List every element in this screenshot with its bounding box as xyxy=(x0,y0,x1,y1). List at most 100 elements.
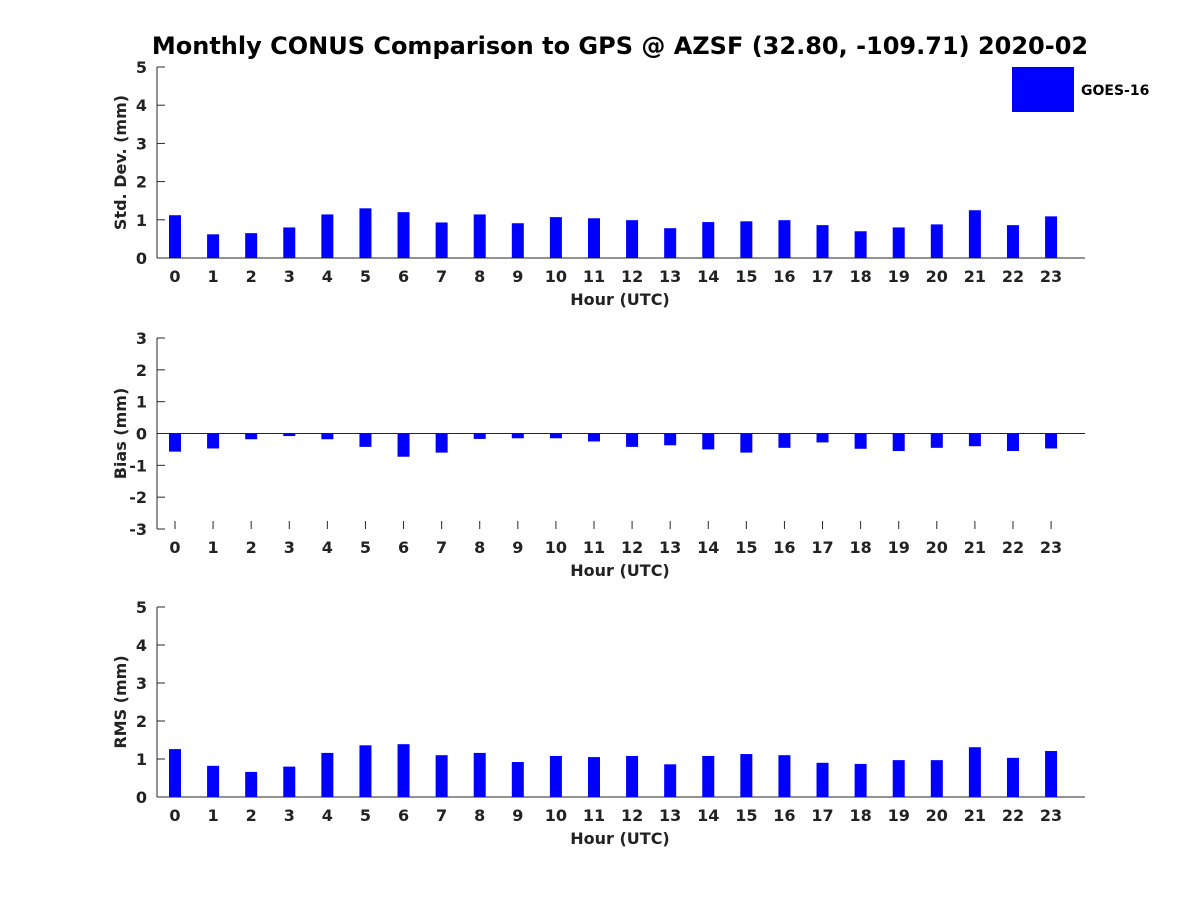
bar-rms-hour-0 xyxy=(169,749,181,797)
x-tick-label: 12 xyxy=(621,538,643,557)
y-tick-label: -1 xyxy=(129,456,147,475)
x-tick-label: 0 xyxy=(169,538,180,557)
bar-stddev-hour-8 xyxy=(473,214,486,258)
x-tick-label: 15 xyxy=(735,806,757,825)
x-tick-label: 18 xyxy=(849,267,871,286)
x-tick-label: 7 xyxy=(436,806,447,825)
x-tick-label: 3 xyxy=(284,267,295,286)
y-axis-label: RMS (mm) xyxy=(111,655,130,748)
x-tick-label: 11 xyxy=(583,538,605,557)
x-tick-label: 18 xyxy=(849,538,871,557)
x-tick-label: 21 xyxy=(964,806,986,825)
y-tick-label: 2 xyxy=(136,173,147,192)
x-tick-label: 17 xyxy=(811,806,833,825)
y-tick-label: 0 xyxy=(136,425,147,444)
x-tick-label: 11 xyxy=(583,806,605,825)
bar-stddev-hour-20 xyxy=(930,224,943,258)
bar-stddev-hour-18 xyxy=(854,231,867,258)
y-tick-label: 3 xyxy=(136,134,147,153)
bar-rms-hour-3 xyxy=(283,766,296,797)
bar-rms-hour-19 xyxy=(892,760,905,797)
bar-stddev-hour-17 xyxy=(816,225,829,258)
y-tick-label: 5 xyxy=(136,58,147,77)
bar-bias-hour-18 xyxy=(854,433,867,449)
legend-swatch-goes16 xyxy=(1012,67,1074,112)
x-tick-label: 9 xyxy=(512,538,523,557)
bar-rms-hour-20 xyxy=(930,760,943,797)
x-tick-label: 17 xyxy=(811,267,833,286)
bar-rms-hour-8 xyxy=(473,752,486,797)
bar-bias-hour-14 xyxy=(702,433,715,450)
bar-stddev-hour-2 xyxy=(245,233,258,258)
x-tick-label: 5 xyxy=(360,538,371,557)
y-axis-label: Std. Dev. (mm) xyxy=(111,95,130,230)
x-tick-label: 11 xyxy=(583,267,605,286)
bar-bias-hour-5 xyxy=(359,433,372,447)
x-tick-label: 3 xyxy=(284,538,295,557)
y-tick-label: 4 xyxy=(136,636,147,655)
x-tick-label: 6 xyxy=(398,806,409,825)
y-tick-label: 2 xyxy=(136,712,147,731)
bar-rms-hour-16 xyxy=(778,755,791,797)
x-tick-label: 7 xyxy=(436,267,447,286)
x-tick-label: 19 xyxy=(888,267,910,286)
bar-stddev-hour-9 xyxy=(511,223,524,258)
x-tick-label: 8 xyxy=(474,267,485,286)
bar-stddev-hour-7 xyxy=(435,222,448,258)
bar-rms-hour-4 xyxy=(321,752,334,797)
x-tick-label: 17 xyxy=(811,538,833,557)
bar-rms-hour-1 xyxy=(207,765,220,797)
x-tick-label: 9 xyxy=(512,806,523,825)
x-tick-label: 6 xyxy=(398,538,409,557)
y-tick-label: 0 xyxy=(136,249,147,268)
bar-bias-hour-9 xyxy=(511,433,524,439)
x-axis-label: Hour (UTC) xyxy=(570,290,670,309)
bar-rms-hour-5 xyxy=(359,745,372,797)
x-tick-label: 9 xyxy=(512,267,523,286)
x-tick-label: 7 xyxy=(436,538,447,557)
bar-rms-hour-6 xyxy=(397,744,410,797)
legend: GOES-16 xyxy=(1012,67,1149,112)
x-tick-label: 14 xyxy=(697,806,719,825)
bar-rms-hour-11 xyxy=(587,757,600,797)
x-tick-label: 8 xyxy=(474,806,485,825)
bar-rms-hour-18 xyxy=(854,763,867,797)
legend-label-goes16: GOES-16 xyxy=(1081,83,1149,99)
x-tick-label: 15 xyxy=(735,267,757,286)
bar-stddev-hour-16 xyxy=(778,220,791,258)
x-tick-label: 14 xyxy=(697,267,719,286)
bar-bias-hour-3 xyxy=(283,433,296,437)
x-tick-label: 16 xyxy=(773,806,795,825)
x-tick-label: 10 xyxy=(545,806,567,825)
x-tick-label: 13 xyxy=(659,806,681,825)
x-tick-label: 12 xyxy=(621,806,643,825)
bar-stddev-hour-1 xyxy=(207,234,220,258)
bar-bias-hour-6 xyxy=(397,433,410,457)
x-tick-label: 4 xyxy=(322,267,333,286)
y-tick-label: 1 xyxy=(136,211,147,230)
x-tick-label: 13 xyxy=(659,538,681,557)
y-tick-label: 1 xyxy=(136,750,147,769)
bar-bias-hour-19 xyxy=(892,433,905,452)
bar-rms-hour-15 xyxy=(740,754,753,797)
x-axis-label: Hour (UTC) xyxy=(570,829,670,848)
x-tick-label: 5 xyxy=(360,806,371,825)
bar-bias-hour-17 xyxy=(816,433,829,443)
x-tick-label: 12 xyxy=(621,267,643,286)
x-tick-label: 20 xyxy=(926,267,948,286)
x-tick-label: 23 xyxy=(1040,267,1062,286)
x-tick-label: 23 xyxy=(1040,538,1062,557)
y-tick-label: -2 xyxy=(129,488,147,507)
x-tick-label: 2 xyxy=(246,538,257,557)
bar-bias-hour-7 xyxy=(435,433,448,453)
bar-stddev-hour-3 xyxy=(283,227,296,258)
x-tick-label: 1 xyxy=(208,806,219,825)
bar-stddev-hour-4 xyxy=(321,214,334,258)
x-tick-label: 15 xyxy=(735,538,757,557)
x-tick-label: 2 xyxy=(246,267,257,286)
bar-bias-hour-12 xyxy=(626,433,639,447)
x-tick-label: 5 xyxy=(360,267,371,286)
x-tick-label: 14 xyxy=(697,538,719,557)
